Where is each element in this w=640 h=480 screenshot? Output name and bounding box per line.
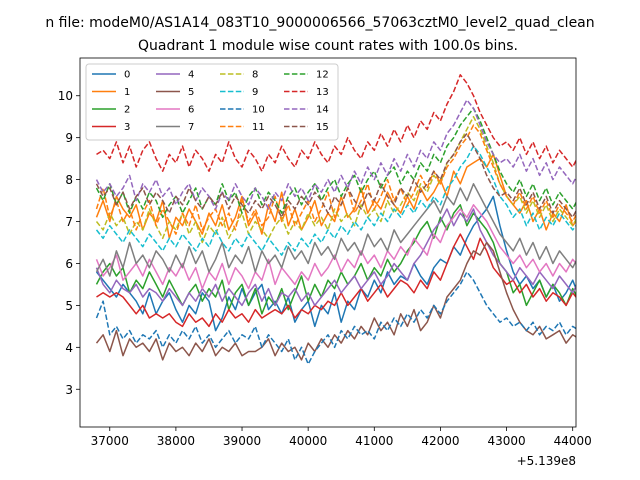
legend-label-11: 11 — [252, 122, 265, 133]
legend-label-10: 10 — [252, 105, 265, 116]
series-line-11 — [95, 124, 576, 235]
series-line-14 — [95, 99, 576, 210]
legend-label-12: 12 — [316, 70, 329, 81]
legend-label-14: 14 — [316, 105, 329, 116]
legend-label-8: 8 — [252, 70, 258, 81]
x-tick-label: 42000 — [421, 434, 459, 448]
x-tick-label: 43000 — [487, 434, 525, 448]
series-line-4 — [95, 208, 576, 307]
y-tick-label: 7 — [65, 215, 73, 229]
legend-label-9: 9 — [252, 87, 258, 98]
legend-label-4: 4 — [188, 70, 194, 81]
figure-suptitle: n file: modeM0/AS1A14_083T10_9000006566_… — [45, 15, 594, 31]
series-line-10 — [95, 271, 576, 365]
x-tick-label: 37000 — [91, 434, 129, 448]
legend-label-3: 3 — [124, 122, 130, 133]
series-line-6 — [95, 204, 576, 290]
legend-label-15: 15 — [316, 122, 329, 133]
legend-label-0: 0 — [124, 70, 130, 81]
x-offset-label: +5.139e8 — [517, 454, 576, 468]
y-tick-label: 10 — [58, 89, 73, 103]
y-tick-label: 8 — [65, 173, 73, 187]
legend-label-5: 5 — [188, 87, 194, 98]
legend-label-2: 2 — [124, 105, 130, 116]
y-tick-label: 4 — [65, 341, 73, 355]
x-tick-label: 41000 — [355, 434, 393, 448]
legend-label-13: 13 — [316, 87, 329, 98]
series-line-7 — [95, 183, 576, 277]
series-line-1 — [95, 153, 576, 240]
x-tick-label: 39000 — [223, 434, 261, 448]
legend-label-6: 6 — [188, 105, 194, 116]
y-tick-label: 9 — [65, 131, 73, 145]
plot-area: 37000 38000 39000 40000 41000 42000 43000 44000… — [58, 57, 592, 468]
axes-frame — [79, 57, 577, 428]
x-tick-label: 44000 — [554, 434, 592, 448]
legend-label-7: 7 — [188, 122, 194, 133]
y-tick-label: 6 — [65, 257, 73, 271]
x-tick-label: 40000 — [289, 434, 327, 448]
series-line-9 — [95, 145, 576, 256]
legend-label-1: 1 — [124, 87, 130, 98]
series-line-12 — [95, 107, 576, 219]
series-line-13 — [96, 74, 576, 172]
series-line-3 — [96, 233, 576, 328]
chart-title: Quadrant 1 module wise count rates with … — [138, 38, 518, 54]
y-tick-label: 3 — [65, 383, 73, 397]
x-tick-label: 38000 — [157, 434, 195, 448]
legend-box — [85, 63, 339, 141]
y-tick-label: 5 — [65, 299, 73, 313]
series-line-15 — [95, 132, 576, 219]
